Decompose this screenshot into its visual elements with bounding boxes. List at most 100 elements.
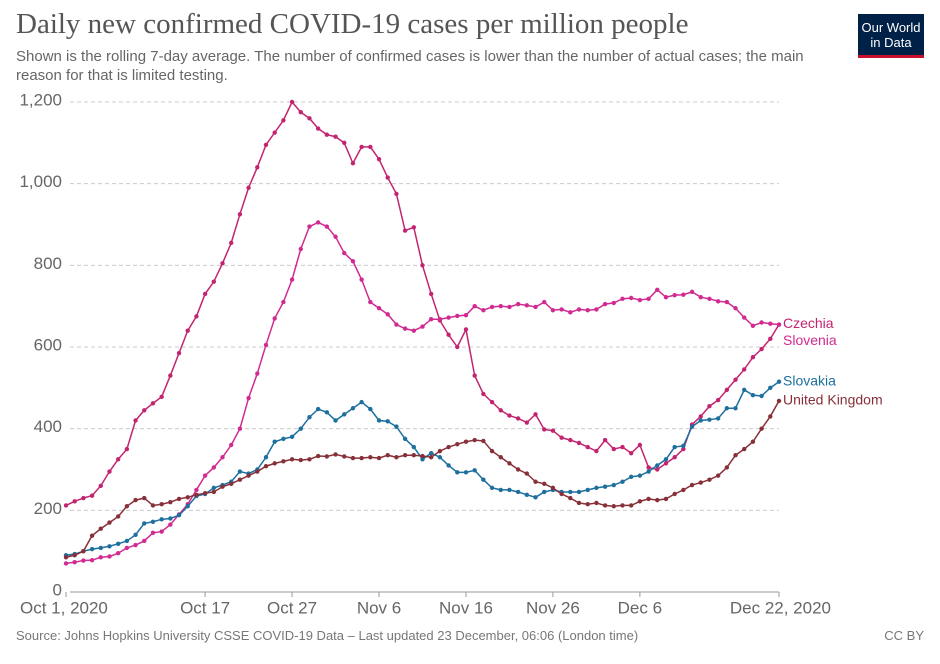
chart-subtitle: Shown is the rolling 7-day average. The … xyxy=(16,48,804,84)
data-point xyxy=(655,497,660,503)
data-point xyxy=(411,453,417,458)
data-point xyxy=(133,542,138,548)
data-point xyxy=(368,406,373,412)
y-tick-label: 400 xyxy=(34,417,62,436)
data-point xyxy=(489,399,495,405)
data-point xyxy=(420,324,425,329)
data-point xyxy=(63,555,69,560)
data-point xyxy=(646,496,651,502)
data-point xyxy=(368,455,373,460)
data-point xyxy=(237,212,243,217)
data-point xyxy=(463,470,469,475)
data-point xyxy=(272,316,277,321)
data-point xyxy=(237,477,243,482)
data-point xyxy=(428,450,434,456)
data-point xyxy=(307,224,312,229)
data-point xyxy=(698,414,703,419)
data-point xyxy=(63,561,69,566)
x-tick-label: Oct 1, 2020 xyxy=(20,598,108,617)
data-point xyxy=(707,404,712,409)
data-point xyxy=(281,459,286,464)
data-point xyxy=(715,397,721,403)
data-point xyxy=(698,480,703,485)
data-point xyxy=(194,314,199,319)
data-point xyxy=(498,408,503,413)
data-point xyxy=(576,307,582,312)
data-point xyxy=(72,559,77,565)
data-point xyxy=(350,161,356,166)
data-point xyxy=(681,487,686,493)
legend-label: Slovenia xyxy=(783,332,837,348)
data-point xyxy=(115,551,121,556)
data-point xyxy=(576,489,582,495)
data-point xyxy=(672,444,677,450)
data-point xyxy=(602,503,608,508)
data-point xyxy=(289,99,295,105)
data-point xyxy=(150,401,156,406)
data-point xyxy=(281,299,286,305)
data-point xyxy=(342,412,347,417)
data-point xyxy=(402,453,408,458)
data-point xyxy=(63,503,69,508)
data-point xyxy=(133,532,138,538)
data-point xyxy=(324,454,330,459)
legend-label: Slovakia xyxy=(783,372,836,388)
data-point xyxy=(707,417,712,422)
data-point xyxy=(115,541,121,547)
source-note: Source: Johns Hopkins University CSSE CO… xyxy=(16,628,639,643)
data-point xyxy=(237,469,243,474)
data-point xyxy=(637,297,643,303)
data-point xyxy=(315,126,321,131)
data-point xyxy=(507,304,512,310)
data-point xyxy=(263,464,269,469)
license[interactable]: CC BY xyxy=(884,628,924,643)
data-point xyxy=(750,355,756,360)
data-point xyxy=(246,185,251,190)
data-point xyxy=(168,373,173,378)
data-point xyxy=(368,144,373,150)
data-point xyxy=(342,250,347,256)
data-point xyxy=(211,279,217,284)
data-point xyxy=(489,448,495,454)
data-point xyxy=(350,406,356,411)
data-point xyxy=(542,427,547,432)
y-tick-label: 1,000 xyxy=(19,172,62,191)
logo[interactable]: Our World in Data xyxy=(858,14,924,58)
data-point xyxy=(246,473,251,478)
data-point xyxy=(428,455,434,460)
data-point xyxy=(402,436,408,442)
data-point xyxy=(272,461,277,466)
data-point xyxy=(472,437,477,443)
data-point xyxy=(498,487,503,493)
data-point xyxy=(394,455,399,460)
data-point xyxy=(89,546,95,552)
data-point xyxy=(185,495,190,500)
data-point xyxy=(376,306,382,311)
data-point xyxy=(272,439,277,444)
data-point xyxy=(655,287,660,293)
data-point xyxy=(220,261,225,266)
data-point xyxy=(733,406,738,411)
data-point xyxy=(733,306,738,311)
data-point xyxy=(446,332,451,337)
data-point xyxy=(568,310,573,315)
data-point xyxy=(689,289,695,295)
data-point xyxy=(229,442,234,448)
data-point xyxy=(594,500,599,506)
x-tick-label: Oct 17 xyxy=(180,598,230,617)
data-point xyxy=(724,406,730,411)
data-point xyxy=(489,304,495,310)
data-point xyxy=(333,234,338,239)
data-point xyxy=(663,461,669,466)
data-point xyxy=(150,530,156,535)
data-point xyxy=(524,303,530,308)
data-point xyxy=(402,326,408,331)
data-point xyxy=(585,487,590,493)
data-point xyxy=(220,455,225,460)
logo-line: in Data xyxy=(870,35,912,50)
data-point xyxy=(107,520,112,525)
data-point xyxy=(768,385,773,391)
data-point xyxy=(98,483,103,489)
data-point xyxy=(533,495,538,500)
data-point xyxy=(620,296,625,302)
